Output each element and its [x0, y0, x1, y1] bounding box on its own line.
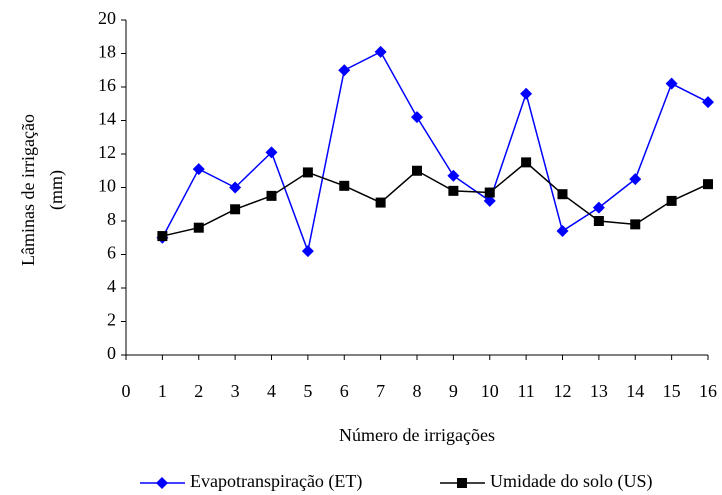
y-tick-label: 2 [107, 310, 116, 330]
y-axis-label: (mm) [46, 170, 67, 210]
data-point [229, 181, 242, 194]
legend-label: Umidade do solo (US) [490, 471, 652, 492]
data-point [448, 185, 459, 196]
y-axis-label: Lâminas de irrigação [18, 114, 38, 266]
y-tick-label: 18 [98, 42, 116, 62]
x-tick-label: 11 [517, 381, 534, 401]
x-tick-label: 7 [376, 381, 385, 401]
x-tick-label: 6 [340, 381, 349, 401]
series-line [161, 50, 709, 254]
x-tick-label: 10 [481, 381, 499, 401]
legend-marker [156, 477, 168, 489]
x-tick-label: 1 [158, 381, 167, 401]
data-point [592, 201, 605, 214]
data-point [157, 231, 168, 242]
data-point [520, 87, 533, 100]
data-point [338, 64, 351, 77]
x-tick-label: 15 [663, 381, 681, 401]
data-point [629, 173, 642, 186]
y-tick-label: 0 [107, 343, 116, 363]
x-axis-label: Número de irrigações [339, 425, 495, 445]
x-tick-label: 9 [449, 381, 458, 401]
data-point [302, 167, 313, 178]
data-point [593, 216, 604, 226]
y-tick-label: 12 [98, 142, 116, 162]
data-point [339, 180, 350, 191]
y-tick-label: 10 [98, 176, 116, 196]
data-point [301, 245, 314, 258]
x-tick-label: 8 [413, 381, 422, 401]
data-point [557, 189, 568, 200]
data-point [412, 165, 422, 176]
x-tick-label: 3 [231, 381, 240, 401]
y-tick-label: 14 [98, 109, 116, 129]
x-tick-label: 16 [699, 381, 717, 401]
x-tick-label: 14 [626, 381, 644, 401]
data-point [266, 190, 277, 201]
y-tick-label: 6 [107, 243, 116, 263]
data-point [375, 197, 386, 208]
data-point [521, 157, 532, 168]
data-point [702, 96, 714, 109]
data-point [192, 163, 205, 176]
y-tick-label: 16 [98, 75, 116, 95]
x-tick-label: 4 [267, 381, 276, 401]
data-point [374, 45, 387, 58]
data-point [666, 195, 677, 206]
data-point [193, 222, 204, 233]
y-tick-label: 4 [107, 276, 116, 296]
y-tick-label: 8 [107, 209, 116, 229]
series-line [162, 161, 709, 237]
data-point [447, 169, 460, 182]
data-point [411, 111, 423, 124]
legend-marker [457, 478, 467, 488]
x-tick-label: 5 [303, 381, 312, 401]
data-point [483, 194, 496, 207]
data-point [703, 179, 713, 190]
x-tick-label: 0 [122, 381, 131, 401]
data-point [230, 204, 241, 215]
data-point [556, 225, 569, 238]
x-tick-label: 13 [590, 381, 608, 401]
data-point [265, 146, 278, 159]
data-point [484, 187, 495, 198]
data-point [630, 219, 641, 230]
data-point [665, 77, 678, 90]
legend-label: Evapotranspiração (ET) [190, 471, 362, 492]
y-tick-label: 20 [98, 8, 116, 28]
x-tick-label: 2 [194, 381, 203, 401]
x-tick-label: 12 [554, 381, 572, 401]
